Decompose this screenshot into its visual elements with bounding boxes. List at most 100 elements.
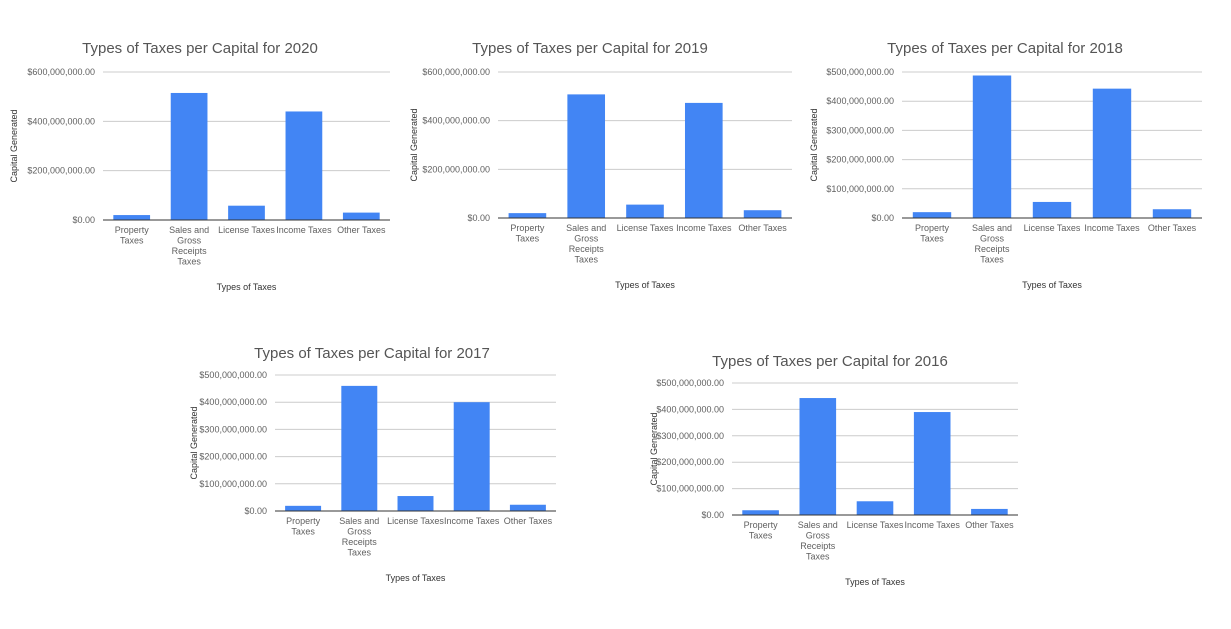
- x-axis-title: Types of Taxes: [615, 280, 675, 290]
- x-tick-label: Other Taxes: [504, 516, 553, 526]
- y-tick-label: $500,000,000.00: [656, 378, 724, 388]
- bar: [971, 508, 1008, 515]
- bar: [742, 510, 779, 515]
- bar: [397, 496, 434, 511]
- x-tick-label: Property Taxes: [915, 223, 950, 244]
- chart-2017: Types of Taxes per Capital for 2017 $0.00…: [189, 345, 556, 583]
- x-tick-label: Property Taxes: [510, 223, 545, 244]
- bar: [342, 212, 380, 220]
- x-tick-label: Other Taxes: [738, 223, 787, 233]
- x-tick-label: Other Taxes: [965, 520, 1014, 530]
- x-tick-label: Property Taxes: [286, 516, 321, 537]
- bar: [626, 204, 664, 218]
- bar: [508, 213, 547, 218]
- y-tick-label: $0.00: [467, 213, 490, 223]
- x-axis-title: Types of Taxes: [386, 573, 446, 583]
- x-tick-label: License Taxes: [218, 225, 275, 235]
- chart-title: Types of Taxes per Capital for 2017: [254, 345, 490, 362]
- y-tick-label: $300,000,000.00: [656, 431, 724, 441]
- y-tick-label: $0.00: [871, 213, 894, 223]
- y-tick-label: $200,000,000.00: [27, 166, 95, 176]
- bar: [972, 75, 1012, 218]
- bar: [1032, 201, 1072, 218]
- chart-panel-2019: Types of Taxes per Capital for 2019 $0.00…: [400, 30, 800, 300]
- bar: [1092, 88, 1132, 218]
- chart-2019: Types of Taxes per Capital for 2019 $0.00…: [409, 40, 792, 290]
- y-tick-label: $0.00: [72, 215, 95, 225]
- chart-panel-2016: Types of Taxes per Capital for 2016 $0.00…: [640, 330, 1030, 590]
- y-tick-label: $400,000,000.00: [27, 116, 95, 126]
- x-axis-title: Types of Taxes: [217, 282, 277, 292]
- chart-title: Types of Taxes per Capital for 2019: [472, 40, 708, 57]
- bar: [912, 212, 952, 218]
- bar: [228, 205, 265, 220]
- y-axis-title: Capital Generated: [189, 406, 199, 479]
- x-tick-label: License Taxes: [847, 520, 904, 530]
- y-tick-label: $400,000,000.00: [199, 397, 267, 407]
- chart-2020: Types of Taxes per Capital for 2020 $0.00…: [9, 40, 390, 292]
- chart-panel-2017: Types of Taxes per Capital for 2017 $0.00…: [180, 330, 570, 590]
- x-tick-label: Property Taxes: [744, 520, 779, 541]
- y-tick-label: $400,000,000.00: [422, 116, 490, 126]
- bar: [453, 402, 490, 511]
- bar: [1152, 209, 1192, 218]
- chart-title: Types of Taxes per Capital for 2016: [712, 353, 948, 370]
- x-axis-title: Types of Taxes: [845, 577, 905, 587]
- x-tick-label: Sales and Gross Receipts Taxes: [169, 225, 209, 267]
- y-tick-label: $300,000,000.00: [826, 125, 894, 135]
- x-tick-label: Sales and Gross Receipts Taxes: [972, 223, 1012, 265]
- x-tick-label: Income Taxes: [676, 223, 732, 233]
- y-tick-label: $400,000,000.00: [826, 96, 894, 106]
- y-tick-label: $100,000,000.00: [826, 184, 894, 194]
- x-tick-label: Other Taxes: [1148, 223, 1197, 233]
- x-tick-label: Sales and Gross Receipts Taxes: [566, 223, 606, 265]
- y-tick-label: $0.00: [701, 510, 724, 520]
- chart-title: Types of Taxes per Capital for 2018: [887, 40, 1123, 57]
- y-axis-title: Capital Generated: [409, 108, 419, 181]
- chart-panel-2020: Types of Taxes per Capital for 2020 $0.00…: [0, 30, 400, 300]
- y-tick-label: $600,000,000.00: [27, 67, 95, 77]
- bar: [285, 111, 323, 220]
- y-tick-label: $500,000,000.00: [199, 370, 267, 380]
- y-tick-label: $100,000,000.00: [656, 484, 724, 494]
- y-tick-label: $0.00: [244, 506, 267, 516]
- x-tick-label: License Taxes: [387, 516, 444, 526]
- x-axis-title: Types of Taxes: [1022, 280, 1082, 290]
- x-tick-label: Property Taxes: [115, 225, 150, 246]
- bar: [856, 501, 894, 515]
- chart-panel-2018: Types of Taxes per Capital for 2018 $0.00…: [800, 30, 1220, 300]
- x-tick-label: License Taxes: [1024, 223, 1081, 233]
- x-tick-label: Other Taxes: [337, 225, 386, 235]
- bar: [567, 94, 606, 218]
- y-tick-label: $400,000,000.00: [656, 404, 724, 414]
- bar: [509, 504, 546, 511]
- y-axis-title: Capital Generated: [809, 108, 819, 181]
- bar: [799, 398, 837, 515]
- bar: [341, 385, 378, 511]
- y-tick-label: $500,000,000.00: [826, 67, 894, 77]
- y-tick-label: $200,000,000.00: [826, 155, 894, 165]
- x-tick-label: Sales and Gross Receipts Taxes: [339, 516, 379, 558]
- x-tick-label: Income Taxes: [1084, 223, 1140, 233]
- bar: [285, 505, 322, 511]
- chart-title: Types of Taxes per Capital for 2020: [82, 40, 318, 57]
- x-tick-label: Income Taxes: [276, 225, 332, 235]
- y-tick-label: $200,000,000.00: [656, 457, 724, 467]
- x-tick-label: Income Taxes: [444, 516, 500, 526]
- y-tick-label: $300,000,000.00: [199, 424, 267, 434]
- y-axis-title: Capital Generated: [649, 412, 659, 485]
- y-axis-title: Capital Generated: [9, 109, 19, 182]
- bar: [684, 102, 723, 218]
- chart-2018: Types of Taxes per Capital for 2018 $0.00…: [809, 40, 1202, 290]
- bar: [913, 412, 951, 515]
- y-tick-label: $200,000,000.00: [422, 164, 490, 174]
- x-tick-label: Sales and Gross Receipts Taxes: [798, 520, 838, 562]
- bar: [743, 210, 782, 218]
- bar: [170, 92, 208, 220]
- bar: [113, 215, 151, 220]
- y-tick-label: $200,000,000.00: [199, 452, 267, 462]
- y-tick-label: $100,000,000.00: [199, 479, 267, 489]
- chart-2016: Types of Taxes per Capital for 2016 $0.00…: [649, 353, 1018, 587]
- x-tick-label: Income Taxes: [905, 520, 961, 530]
- x-tick-label: License Taxes: [617, 223, 674, 233]
